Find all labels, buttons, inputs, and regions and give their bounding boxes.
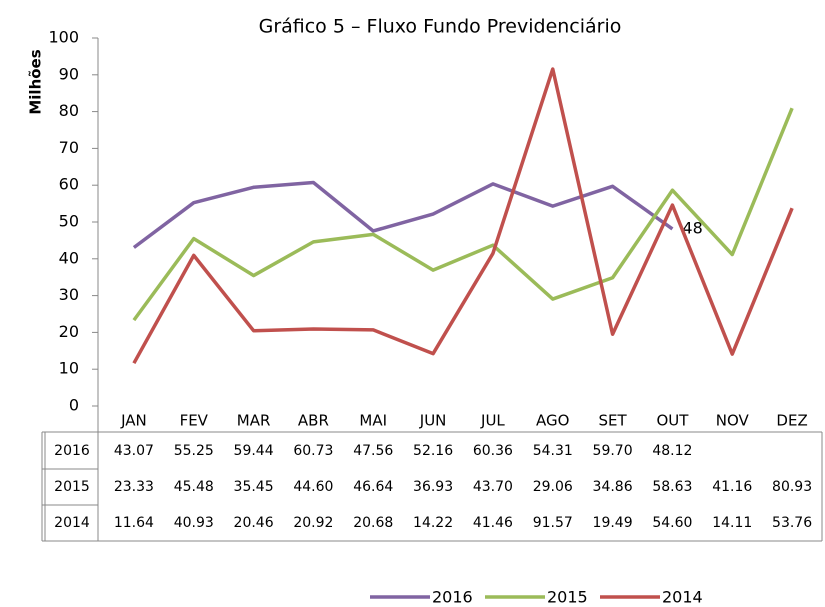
table-cell: 34.86 bbox=[593, 479, 633, 495]
legend-label: 2016 bbox=[432, 588, 473, 607]
y-tick-label: 0 bbox=[69, 396, 79, 415]
x-tick-label: MAI bbox=[359, 412, 387, 430]
y-tick-label: 70 bbox=[59, 138, 79, 157]
x-tick-label: JAN bbox=[120, 412, 147, 430]
y-tick-label: 30 bbox=[59, 285, 79, 304]
table-cell: 54.31 bbox=[533, 443, 573, 459]
y-tick-label: 20 bbox=[59, 322, 79, 341]
table-cell: 20.46 bbox=[234, 515, 274, 531]
table-row-label: 2015 bbox=[54, 479, 90, 495]
x-tick-label: JUL bbox=[480, 412, 505, 430]
series-line bbox=[132, 107, 794, 322]
table-cell: 48.12 bbox=[652, 443, 692, 459]
table-row-label: 2016 bbox=[54, 443, 90, 459]
legend-label: 2014 bbox=[662, 588, 703, 607]
x-tick-label: OUT bbox=[656, 412, 689, 430]
table-cell: 47.56 bbox=[353, 443, 393, 459]
table-cell: 41.46 bbox=[473, 515, 513, 531]
table-cell: 29.06 bbox=[533, 479, 573, 495]
table-cell: 43.70 bbox=[473, 479, 513, 495]
y-tick-label: 100 bbox=[48, 28, 79, 47]
x-tick-label: DEZ bbox=[776, 412, 807, 430]
table-cell: 35.45 bbox=[234, 479, 274, 495]
table-cell: 54.60 bbox=[652, 515, 692, 531]
table-cell: 58.63 bbox=[652, 479, 692, 495]
x-tick-label: ABR bbox=[298, 412, 329, 430]
table-cell: 60.73 bbox=[293, 443, 333, 459]
table-cell: 41.16 bbox=[712, 479, 752, 495]
legend-label: 2015 bbox=[547, 588, 588, 607]
x-tick-label: NOV bbox=[716, 412, 750, 430]
x-tick-label: MAR bbox=[237, 412, 271, 430]
y-tick-label: 40 bbox=[59, 248, 79, 267]
table-cell: 45.48 bbox=[174, 479, 214, 495]
y-tick-label: 60 bbox=[59, 175, 79, 194]
table-cell: 20.92 bbox=[293, 515, 333, 531]
y-tick-label: 10 bbox=[59, 359, 79, 378]
table-cell: 40.93 bbox=[174, 515, 214, 531]
table-cell: 59.44 bbox=[234, 443, 274, 459]
table-cell: 53.76 bbox=[772, 515, 812, 531]
y-tick-label: 80 bbox=[59, 101, 79, 120]
table-cell: 44.60 bbox=[293, 479, 333, 495]
table-cell: 60.36 bbox=[473, 443, 513, 459]
table-cell: 80.93 bbox=[772, 479, 812, 495]
table-row-label: 2014 bbox=[54, 515, 90, 531]
series-line bbox=[132, 67, 794, 365]
x-tick-label: FEV bbox=[180, 412, 209, 430]
table-cell: 55.25 bbox=[174, 443, 214, 459]
table-cell: 46.64 bbox=[353, 479, 393, 495]
table-cell: 20.68 bbox=[353, 515, 393, 531]
table-cell: 11.64 bbox=[114, 515, 154, 531]
table-cell: 36.93 bbox=[413, 479, 453, 495]
table-cell: 14.22 bbox=[413, 515, 453, 531]
x-tick-label: AGO bbox=[536, 412, 569, 430]
y-tick-label: 50 bbox=[59, 212, 79, 231]
y-axis-label: Milhões bbox=[27, 49, 45, 114]
chart-title: Gráfico 5 – Fluxo Fundo Previdenciário bbox=[259, 16, 622, 38]
table-cell: 14.11 bbox=[712, 515, 752, 531]
table-cell: 91.57 bbox=[533, 515, 573, 531]
table-cell: 23.33 bbox=[114, 479, 154, 495]
y-tick-label: 90 bbox=[59, 64, 79, 83]
table-cell: 43.07 bbox=[114, 443, 154, 459]
table-cell: 19.49 bbox=[593, 515, 633, 531]
x-tick-label: JUN bbox=[419, 412, 447, 430]
table-cell: 52.16 bbox=[413, 443, 453, 459]
data-label: 48 bbox=[682, 218, 702, 237]
x-tick-label: SET bbox=[598, 412, 627, 430]
table-cell: 59.70 bbox=[593, 443, 633, 459]
